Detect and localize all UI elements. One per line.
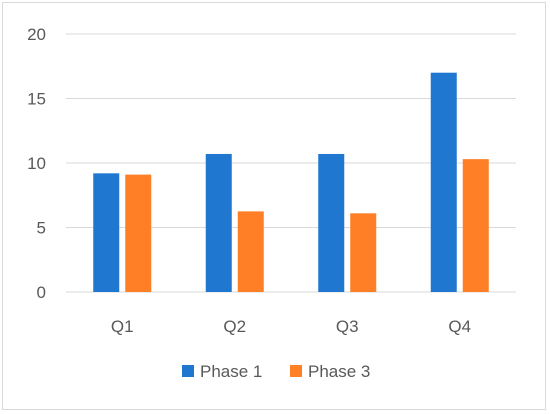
y-tick-label: 0: [37, 283, 46, 302]
bar-phase-1-q1: [93, 173, 120, 292]
bar-phase-3-q4: [462, 159, 489, 292]
bar-phase-1-q2: [205, 153, 232, 292]
y-tick-label: 5: [37, 219, 46, 238]
legend-swatch: [182, 365, 194, 377]
bar-phase-1-q3: [318, 153, 345, 292]
legend-label: Phase 1: [200, 362, 262, 381]
legend-label: Phase 3: [308, 362, 370, 381]
y-tick-label: 15: [27, 90, 46, 109]
bar-phase-1-q4: [430, 72, 457, 292]
y-tick-label: 10: [27, 154, 46, 173]
bar-phase-3-q3: [350, 213, 377, 292]
x-tick-label: Q1: [111, 317, 134, 336]
bar-phase-3-q1: [125, 174, 152, 292]
x-axis-tick-labels: Q1 Q2 Q3 Q4: [111, 317, 471, 336]
legend: Phase 1 Phase 3: [182, 362, 370, 381]
y-tick-label: 20: [27, 25, 46, 44]
y-axis-tick-labels: 0 5 10 15 20: [27, 25, 46, 302]
x-tick-label: Q4: [448, 317, 471, 336]
x-tick-label: Q2: [223, 317, 246, 336]
bar-phase-3-q2: [237, 211, 264, 292]
x-tick-label: Q3: [336, 317, 359, 336]
bars: [93, 72, 489, 292]
legend-swatch: [290, 365, 302, 377]
